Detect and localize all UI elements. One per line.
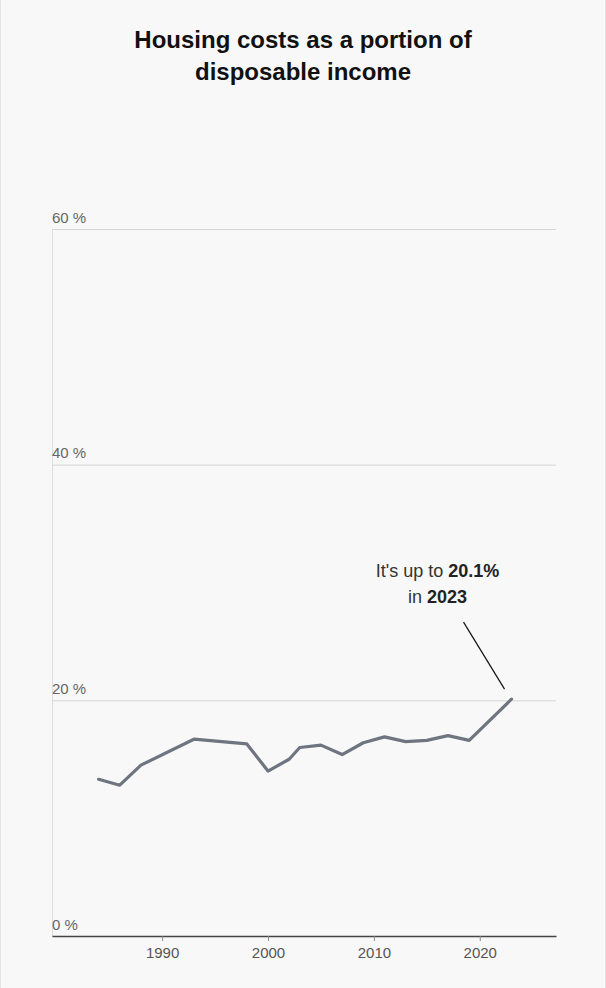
x-tick-label: 2020 bbox=[464, 944, 497, 961]
y-tick-label: 40 % bbox=[52, 444, 86, 461]
annotation-part: 20.1% bbox=[448, 561, 499, 581]
x-axis: 1990 2000 2010 2020 bbox=[53, 936, 557, 961]
y-tick-label: 20 % bbox=[52, 680, 86, 697]
title: Housing costs as a portion of disposable … bbox=[134, 26, 472, 85]
x-tick-mark bbox=[162, 936, 163, 941]
grid-line bbox=[52, 465, 556, 466]
y-axis-line bbox=[53, 230, 557, 937]
x-tick-label: 2000 bbox=[252, 944, 285, 961]
title-line: disposable income bbox=[195, 58, 411, 85]
y-tick: 40 % bbox=[52, 444, 556, 465]
annotation-leader bbox=[464, 622, 505, 689]
chart: Housing costs as a portion of disposable … bbox=[0, 0, 606, 988]
x-tick-mark bbox=[480, 936, 481, 941]
plot-area bbox=[99, 699, 512, 785]
annotation: in 2023 bbox=[408, 587, 467, 607]
annotation-part: It's up to bbox=[376, 561, 448, 581]
x-tick: 2020 bbox=[464, 936, 497, 961]
x-axis-line bbox=[53, 936, 557, 938]
x-tick-label: 1990 bbox=[146, 944, 179, 961]
annotation: It's up to 20.1% bbox=[376, 561, 500, 581]
x-tick-mark bbox=[268, 936, 269, 941]
x-tick-label: 2010 bbox=[358, 944, 391, 961]
x-tick: 2000 bbox=[252, 936, 285, 961]
y-tick: 60 % bbox=[52, 209, 556, 230]
annotation-part: 2023 bbox=[427, 587, 467, 607]
grid-line bbox=[52, 229, 556, 230]
y-tick: 0 % bbox=[52, 916, 556, 937]
y-tick: 20 % bbox=[52, 680, 556, 701]
x-tick: 1990 bbox=[146, 936, 179, 961]
grid-line bbox=[52, 700, 556, 701]
y-tick-label: 0 % bbox=[52, 916, 78, 933]
x-tick: 2010 bbox=[358, 936, 391, 961]
background bbox=[1, 0, 606, 988]
x-tick-mark bbox=[374, 936, 375, 941]
y-axis: 0 % 20 % 40 % 60 % bbox=[52, 209, 556, 937]
y-tick-label: 60 % bbox=[52, 209, 86, 226]
annotation-part: in bbox=[408, 587, 427, 607]
title-line: Housing costs as a portion of bbox=[134, 26, 472, 53]
data-line bbox=[99, 699, 512, 785]
